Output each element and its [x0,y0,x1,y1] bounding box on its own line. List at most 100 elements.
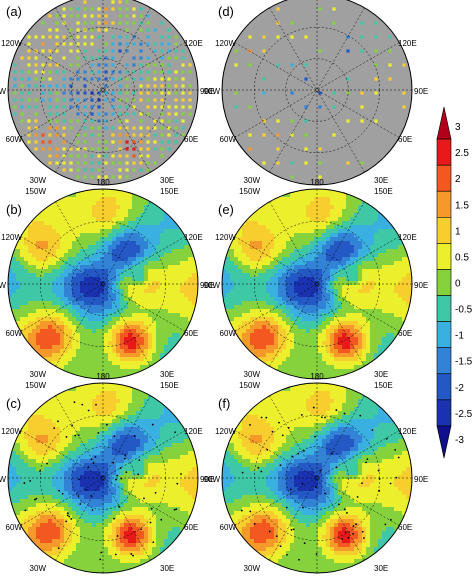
grid-dot [34,133,38,137]
grid-dot [111,161,115,165]
grid-dot [34,105,38,109]
significance-marker [87,409,90,412]
grid-dot [90,175,94,179]
grid-dot [83,126,87,130]
grid-dot [374,21,378,25]
grid-dot [97,14,101,18]
longitude-label-upper_right: 150E [160,187,179,196]
grid-dot [90,42,94,46]
significance-marker [355,523,357,526]
grid-dot [118,168,122,172]
grid-dot [111,56,115,60]
longitude-label-mid_lower_left: 60W [220,329,237,338]
significance-marker [312,406,315,409]
grid-dot [181,63,185,67]
grid-dot [69,28,73,32]
grid-dot [97,63,101,67]
grid-dot [41,147,45,151]
significance-marker [291,455,294,458]
significance-marker [133,435,136,437]
grid-dot [90,126,94,130]
grid-dot [55,98,59,102]
significance-marker [324,492,326,495]
significance-marker [29,479,32,482]
grid-dot [76,105,80,109]
grid-dot [83,98,87,102]
grid-dot [234,105,238,109]
significance-marker [143,497,145,500]
grid-dot [181,119,185,123]
grid-dot [41,91,45,95]
grid-dot [83,168,87,172]
grid-dot [160,105,164,109]
grid-dot [76,70,80,74]
significance-marker [132,554,134,557]
grid-dot [146,84,150,88]
grid-dot [111,140,115,144]
longitude-label-mid_lower_right: 60E [184,523,198,532]
grid-dot [97,147,101,151]
longitude-label-mid_upper_left: 120W [1,233,22,242]
significance-marker [112,461,115,464]
grid-dot [234,63,238,67]
significance-marker [23,482,26,484]
grid-dot [90,119,94,123]
grid-dot [27,126,31,130]
longitude-label-lower_right: 30E [374,370,388,379]
grid-dot [97,91,101,95]
grid-dot [118,140,122,144]
grid-dot [125,112,129,116]
grid-dot [318,161,322,165]
grid-dot [13,112,17,116]
significance-marker [278,421,280,424]
grid-dot [139,133,143,137]
grid-dot [146,168,150,172]
grid-dot [62,77,66,81]
significance-marker [71,424,73,427]
longitude-label-mid_lower_right: 60E [398,135,412,144]
grid-dot [41,84,45,88]
significance-marker [94,456,97,458]
grid-dot [304,147,308,151]
grid-dot [290,91,294,95]
grid-dot [160,112,164,116]
grid-dot [69,154,73,158]
significance-marker [79,503,82,505]
colorbar-tick-label: 1 [455,226,461,237]
grid-dot [13,98,17,102]
grid-dot [118,0,122,4]
grid-dot [20,84,24,88]
grid-dot [139,42,143,46]
grid-dot [318,105,322,109]
grid-dot [97,77,101,81]
longitude-label-mid_upper_right: 120E [184,39,203,48]
significance-marker [90,494,93,497]
colorbar-bin [436,425,452,459]
grid-dot [111,63,115,67]
grid-dot [346,161,350,165]
grid-dot [55,70,59,74]
significance-marker [81,403,84,406]
panel-label: (c) [6,396,21,411]
grid-dot [304,77,308,81]
grid-dot [153,147,157,151]
grid-dot [262,49,266,53]
significance-marker [34,498,36,501]
grid-dot [13,70,17,74]
grid-dot [34,147,38,151]
significance-marker [241,471,244,474]
grid-dot [76,35,80,39]
significance-marker [35,497,38,500]
longitude-label-lower_right: 30E [160,176,174,185]
grid-dot [97,21,101,25]
longitude-label-mid_lower_left: 60W [220,523,237,532]
grid-dot [69,161,73,165]
grid-dot [111,0,115,4]
significance-marker [320,416,323,419]
grid-dot [76,91,80,95]
grid-dot [62,7,66,11]
colorbar-bin [436,373,452,401]
grid-dot [69,126,73,130]
grid-dot [55,35,59,39]
significance-marker [66,514,69,517]
